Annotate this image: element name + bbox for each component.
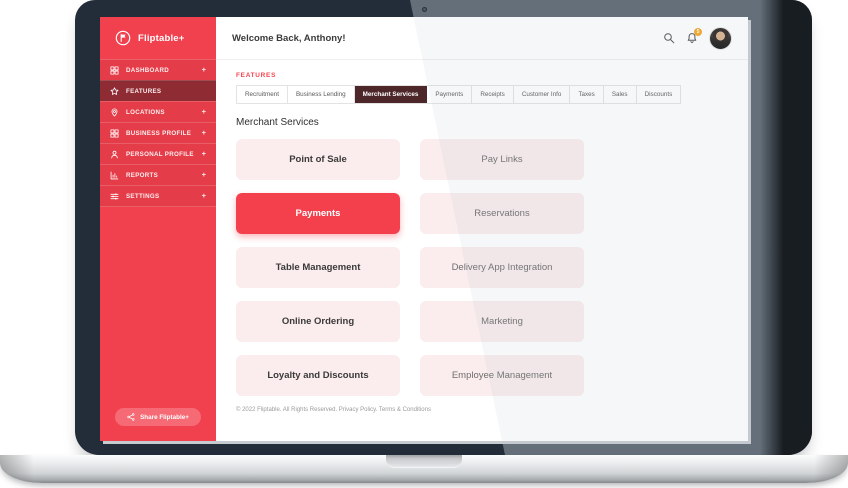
business-grid-icon [110,128,119,138]
expand-plus-icon[interactable]: + [201,170,206,180]
tab-taxes[interactable]: Taxes [570,86,604,103]
tab-recruitment[interactable]: Recruitment [237,86,288,103]
logo[interactable]: Fliptable+ [100,17,216,59]
sidebar-item-dashboard[interactable]: DASHBOARD + [100,60,216,80]
copyright-footer: © 2022 Fliptable. All Rights Reserved. P… [236,407,431,413]
sidebar-item-business-profile[interactable]: BUSINESS PROFILE + [100,122,216,143]
share-icon [127,413,135,421]
tab-sales[interactable]: Sales [604,86,637,103]
location-pin-icon [110,107,119,117]
welcome-message: Welcome Back, Anthony! [232,32,346,44]
sidebar-menu: DASHBOARD + FEATURES LOCATIONS + BUSINESS PRO… [100,59,216,207]
topbar: Welcome Back, Anthony! 5 [216,17,748,60]
sidebar-item-label: REPORTS [126,171,159,179]
card-pay-links[interactable]: Pay Links [420,139,584,180]
card-online-ordering[interactable]: Online Ordering [236,301,400,342]
card-reservations[interactable]: Reservations [420,193,584,234]
app-window: Fliptable+ DASHBOARD + FEATURES LOCATIONS + B… [100,17,748,441]
settings-sliders-icon [110,192,119,201]
webcam-dot [422,7,427,12]
sidebar-item-reports[interactable]: REPORTS + [100,164,216,185]
features-section-label: FEATURES [236,72,277,79]
sidebar-spacer [100,207,216,408]
tab-payments[interactable]: Payments [427,86,473,103]
logo-text: Fliptable+ [138,32,185,44]
tab-business-lending[interactable]: Business Lending [288,86,355,103]
notification-bell-icon[interactable]: 5 [686,28,702,44]
card-point-of-sale[interactable]: Point of Sale [236,139,400,180]
sidebar-item-label: DASHBOARD [126,66,170,74]
reports-chart-icon [110,171,119,180]
laptop-lid-edge [760,0,812,455]
features-tabbar: Recruitment Business Lending Merchant Serv… [236,85,682,104]
sidebar-item-personal-profile[interactable]: PERSONAL PROFILE + [100,143,216,164]
tab-receipts[interactable]: Receipts [472,86,514,103]
card-loyalty-and-discounts[interactable]: Loyalty and Discounts [236,355,400,396]
card-employee-management[interactable]: Employee Management [420,355,584,396]
sidebar-item-locations[interactable]: LOCATIONS + [100,101,216,122]
content-area: FEATURES Recruitment Business Lending Merc… [216,60,748,413]
tab-merchant-services[interactable]: Merchant Services [354,86,428,103]
sidebar-item-label: FEATURES [126,87,162,95]
star-icon [110,86,119,96]
laptop-notch [386,455,462,468]
expand-plus-icon[interactable]: + [201,107,206,117]
fliptable-logo-icon [115,30,131,46]
person-icon [110,150,119,159]
main-area: Welcome Back, Anthony! 5 FEATURES [216,17,748,441]
topbar-icons: 5 [663,26,732,50]
card-payments[interactable]: Payments [236,193,400,234]
dashboard-grid-icon [110,65,119,75]
sidebar-item-features[interactable]: FEATURES [100,80,216,101]
share-button-label: Share Fliptable+ [140,413,189,421]
expand-plus-icon[interactable]: + [201,149,206,159]
sidebar-item-label: BUSINESS PROFILE [126,129,192,137]
sidebar-item-label: SETTINGS [126,192,160,200]
search-icon[interactable] [663,32,675,44]
expand-plus-icon[interactable]: + [201,65,206,75]
user-avatar[interactable] [709,26,732,50]
expand-plus-icon[interactable]: + [201,128,206,138]
tab-customer-info[interactable]: Customer Info [514,86,571,103]
feature-cards-grid: Point of Sale Pay Links Payments Reservatio… [236,139,728,396]
card-delivery-app-integration[interactable]: Delivery App Integration [420,247,584,288]
sidebar-item-settings[interactable]: SETTINGS + [100,185,216,206]
sidebar-item-label: PERSONAL PROFILE [126,150,194,158]
share-fliptable-button[interactable]: Share Fliptable+ [115,408,201,426]
laptop-screen: Fliptable+ DASHBOARD + FEATURES LOCATIONS + B… [75,0,812,455]
sidebar: Fliptable+ DASHBOARD + FEATURES LOCATIONS + B… [100,17,216,441]
section-heading: Merchant Services [236,117,319,128]
sidebar-item-label: LOCATIONS [126,108,165,116]
notification-badge: 5 [694,28,702,36]
tab-discounts[interactable]: Discounts [644,91,673,98]
expand-plus-icon[interactable]: + [201,191,206,201]
card-marketing[interactable]: Marketing [420,301,584,342]
card-table-management[interactable]: Table Management [236,247,400,288]
